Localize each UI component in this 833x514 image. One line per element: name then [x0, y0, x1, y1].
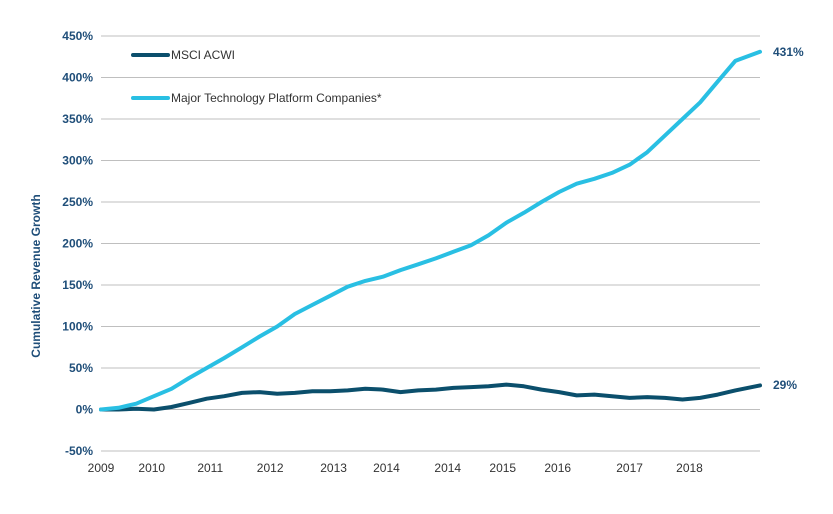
x-tick-label: 2014	[373, 461, 400, 475]
y-tick-label: 250%	[62, 195, 93, 209]
y-tick-label: 100%	[62, 320, 93, 334]
y-tick-label: 0%	[76, 403, 94, 417]
gridlines	[101, 35, 760, 452]
y-axis-ticks: -50% 0% 50% 100% 150% 200% 250% 300% 350% 400% 450…	[62, 29, 93, 458]
x-tick-label: 2015	[489, 461, 516, 475]
x-tick-label: 2017	[616, 461, 643, 475]
x-tick-label: 2011	[197, 461, 223, 475]
x-tick-label: 2013	[320, 461, 347, 475]
x-axis-ticks: 2009 2010 2011 2012 2013 2014 2014 2015 2016 2017…	[88, 461, 704, 475]
x-tick-label: 2018	[676, 461, 703, 475]
y-tick-label: -50%	[65, 444, 93, 458]
y-tick-label: 300%	[62, 154, 93, 168]
y-tick-label: 50%	[69, 361, 93, 375]
y-tick-label: 200%	[62, 237, 93, 251]
y-tick-label: 350%	[62, 112, 93, 126]
end-label-msci: 29%	[773, 378, 797, 392]
x-tick-label: 2012	[257, 461, 284, 475]
y-tick-label: 150%	[62, 278, 93, 292]
series-lines	[99, 49, 762, 412]
series-line-msci	[99, 382, 762, 412]
end-label-tech: 431%	[773, 45, 804, 59]
legend-label-tech: Major Technology Platform Companies*	[171, 91, 382, 105]
y-tick-label: 400%	[62, 71, 93, 85]
legend-label-msci: MSCI ACWI	[171, 48, 235, 62]
x-tick-label: 2014	[434, 461, 461, 475]
x-tick-label: 2016	[544, 461, 571, 475]
legend: MSCI ACWI Major Technology Platform Comp…	[131, 48, 382, 105]
y-tick-label: 450%	[62, 29, 93, 43]
x-tick-label: 2009	[88, 461, 115, 475]
x-tick-label: 2010	[138, 461, 165, 475]
series-line-tech	[99, 49, 762, 412]
y-axis-label: Cumulative Revenue Growth	[29, 194, 43, 357]
